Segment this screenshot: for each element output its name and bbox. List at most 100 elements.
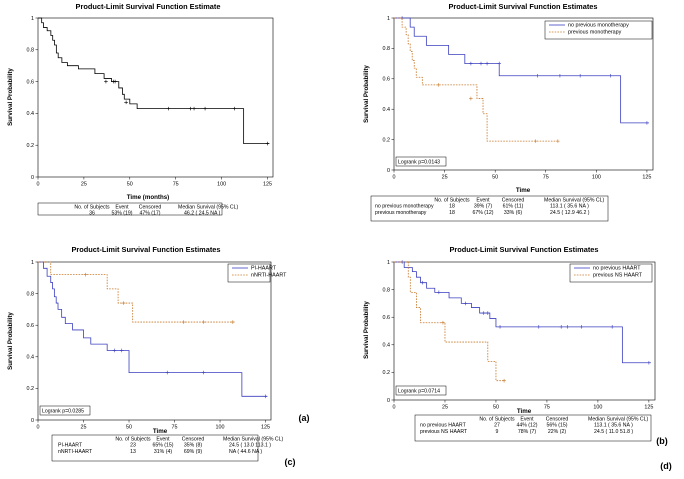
x-tick-label: 25 <box>81 182 87 188</box>
censor-mark <box>166 106 171 111</box>
table-cell-event: 78% (7) <box>518 429 536 435</box>
y-tick-label: 0.8 <box>383 46 391 52</box>
x-tick-label: 75 <box>543 175 549 181</box>
y-tick-label: 0.2 <box>383 137 391 143</box>
censor-mark <box>559 325 564 329</box>
x-tick-label: 100 <box>217 182 226 188</box>
table-cell-event: 53% (19) <box>111 211 132 217</box>
summary-table <box>37 202 223 216</box>
censor-mark <box>533 139 538 143</box>
chart-title: Product-Limit Survival Function Estimate… <box>448 2 597 11</box>
table-header: Event <box>115 205 129 211</box>
censor-mark <box>436 83 441 87</box>
x-tick-label: 125 <box>261 425 270 431</box>
table-cell-subjects: 18 <box>449 204 455 210</box>
x-tick-label: 50 <box>126 425 132 431</box>
x-tick-label: 75 <box>172 425 178 431</box>
table-cell-subjects: 9 <box>496 429 499 435</box>
table-row-label: previous NS HAART <box>420 429 468 435</box>
legend-box <box>569 263 653 283</box>
y-tick-label: 0.2 <box>383 370 391 376</box>
censor-mark <box>181 320 186 324</box>
legend-label: no previous HAART <box>593 266 641 272</box>
table-cell-median: NA ( 44.6 NA ) <box>229 449 262 455</box>
censor-mark <box>485 61 489 66</box>
summary-table <box>51 434 259 462</box>
survival-curve-2 <box>394 261 505 382</box>
table-cell-median: 24.5 ( 12.9 46.2 ) <box>550 210 590 216</box>
table-cell-subjects: 18 <box>449 210 455 216</box>
logrank-label: Logrank p=0.0714 <box>398 389 440 395</box>
survival-curve-2 <box>394 17 558 142</box>
censor-mark <box>104 79 108 84</box>
logrank-box <box>395 385 447 396</box>
panel-label: (b) <box>656 436 668 446</box>
censor-mark <box>479 61 483 66</box>
plot-frame <box>393 17 654 171</box>
x-tick-label: 0 <box>393 405 396 411</box>
table-cell-median: 24.5 ( 11.0 51.8 ) <box>594 429 633 435</box>
censor-mark <box>420 280 425 285</box>
y-tick-label: 0.8 <box>27 291 35 297</box>
table-header: No. of Subjects <box>479 417 515 423</box>
y-tick-label: 0 <box>31 175 34 181</box>
x-tick-label: 0 <box>37 182 40 188</box>
table-row-label: previous monotherapy <box>375 210 427 216</box>
y-axis-label: Survival Probability <box>363 65 370 123</box>
censor-mark <box>441 320 445 325</box>
legend-label: previous monotherapy <box>568 30 622 36</box>
table-cell-event: 65% (15) <box>152 443 173 449</box>
table-cell-censored: 35% (8) <box>184 443 202 449</box>
table-cell-censored: 33% (6) <box>504 210 522 216</box>
x-tick-label: 25 <box>442 175 448 181</box>
y-axis-label: Survival Probability <box>7 68 14 126</box>
y-tick-label: 0 <box>387 168 390 174</box>
survival-curve-1 <box>394 261 651 364</box>
table-cell-censored: 47% (17) <box>139 211 160 217</box>
x-axis-label: Time <box>517 408 532 415</box>
censor-mark <box>497 61 502 66</box>
censor-mark <box>502 378 506 383</box>
table-header: Event <box>520 417 534 423</box>
censor-mark <box>645 121 649 125</box>
table-row-label: no previous HAART <box>420 423 467 429</box>
y-tick-label: 1 <box>31 16 34 22</box>
legend-label: nNRTI-HAART <box>251 273 287 279</box>
y-tick-label: 0.4 <box>27 111 35 117</box>
table-cell-median: 46.2 ( 24.5 NA ) <box>184 211 221 217</box>
y-tick-label: 0.8 <box>383 287 391 293</box>
chart-title: Product-Limit Survival Function Estimate… <box>449 245 598 254</box>
censor-mark <box>469 61 473 66</box>
table-cell-median: 24.5 ( 13.0 113.1 ) <box>229 443 271 449</box>
legend-label: no previous monotherapy <box>568 23 629 29</box>
censor-mark <box>556 139 560 143</box>
x-tick-label: 125 <box>642 175 651 181</box>
y-tick-label: 0.6 <box>27 323 35 329</box>
legend-label: previous NS HAART <box>593 273 643 279</box>
logrank-box <box>39 405 91 416</box>
table-header: No. of Subjects <box>434 198 470 204</box>
censor-mark <box>203 106 207 111</box>
summary-table <box>370 195 609 222</box>
x-tick-label: 0 <box>37 425 40 431</box>
table-header: Censored <box>139 205 162 211</box>
censor-mark <box>481 311 486 315</box>
y-tick-label: 0.6 <box>27 79 35 85</box>
censor-mark <box>565 325 570 329</box>
censor-mark <box>83 272 88 277</box>
table-cell-median: 113.1 ( 35.6 NA ) <box>594 423 633 429</box>
censor-mark <box>265 141 270 146</box>
x-axis-label: Time <box>153 428 168 435</box>
x-tick-label: 100 <box>593 405 602 411</box>
table-cell-subjects: 36 <box>89 211 95 217</box>
x-axis-label: Time (months) <box>127 194 170 201</box>
censor-mark <box>124 100 128 105</box>
table-header: Median Survival (95% CL) <box>588 417 649 423</box>
table-row-label: nNRTI-HAART <box>58 449 93 455</box>
table-header: Event <box>476 198 490 204</box>
x-tick-label: 50 <box>493 405 499 411</box>
censor-mark <box>165 370 170 375</box>
censor-mark <box>112 348 117 353</box>
plot-frame <box>37 17 274 178</box>
y-tick-label: 0 <box>31 418 34 424</box>
